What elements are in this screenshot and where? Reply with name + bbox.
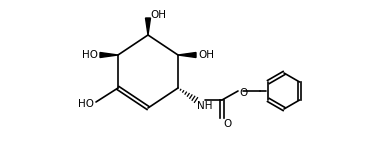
Text: O: O bbox=[239, 88, 247, 98]
Polygon shape bbox=[145, 18, 150, 35]
Text: OH: OH bbox=[198, 50, 214, 60]
Text: HO: HO bbox=[82, 50, 98, 60]
Text: OH: OH bbox=[150, 10, 166, 20]
Polygon shape bbox=[100, 52, 118, 57]
Text: HO: HO bbox=[78, 99, 94, 109]
Text: O: O bbox=[223, 119, 231, 129]
Text: NH: NH bbox=[197, 101, 212, 111]
Polygon shape bbox=[178, 52, 196, 57]
